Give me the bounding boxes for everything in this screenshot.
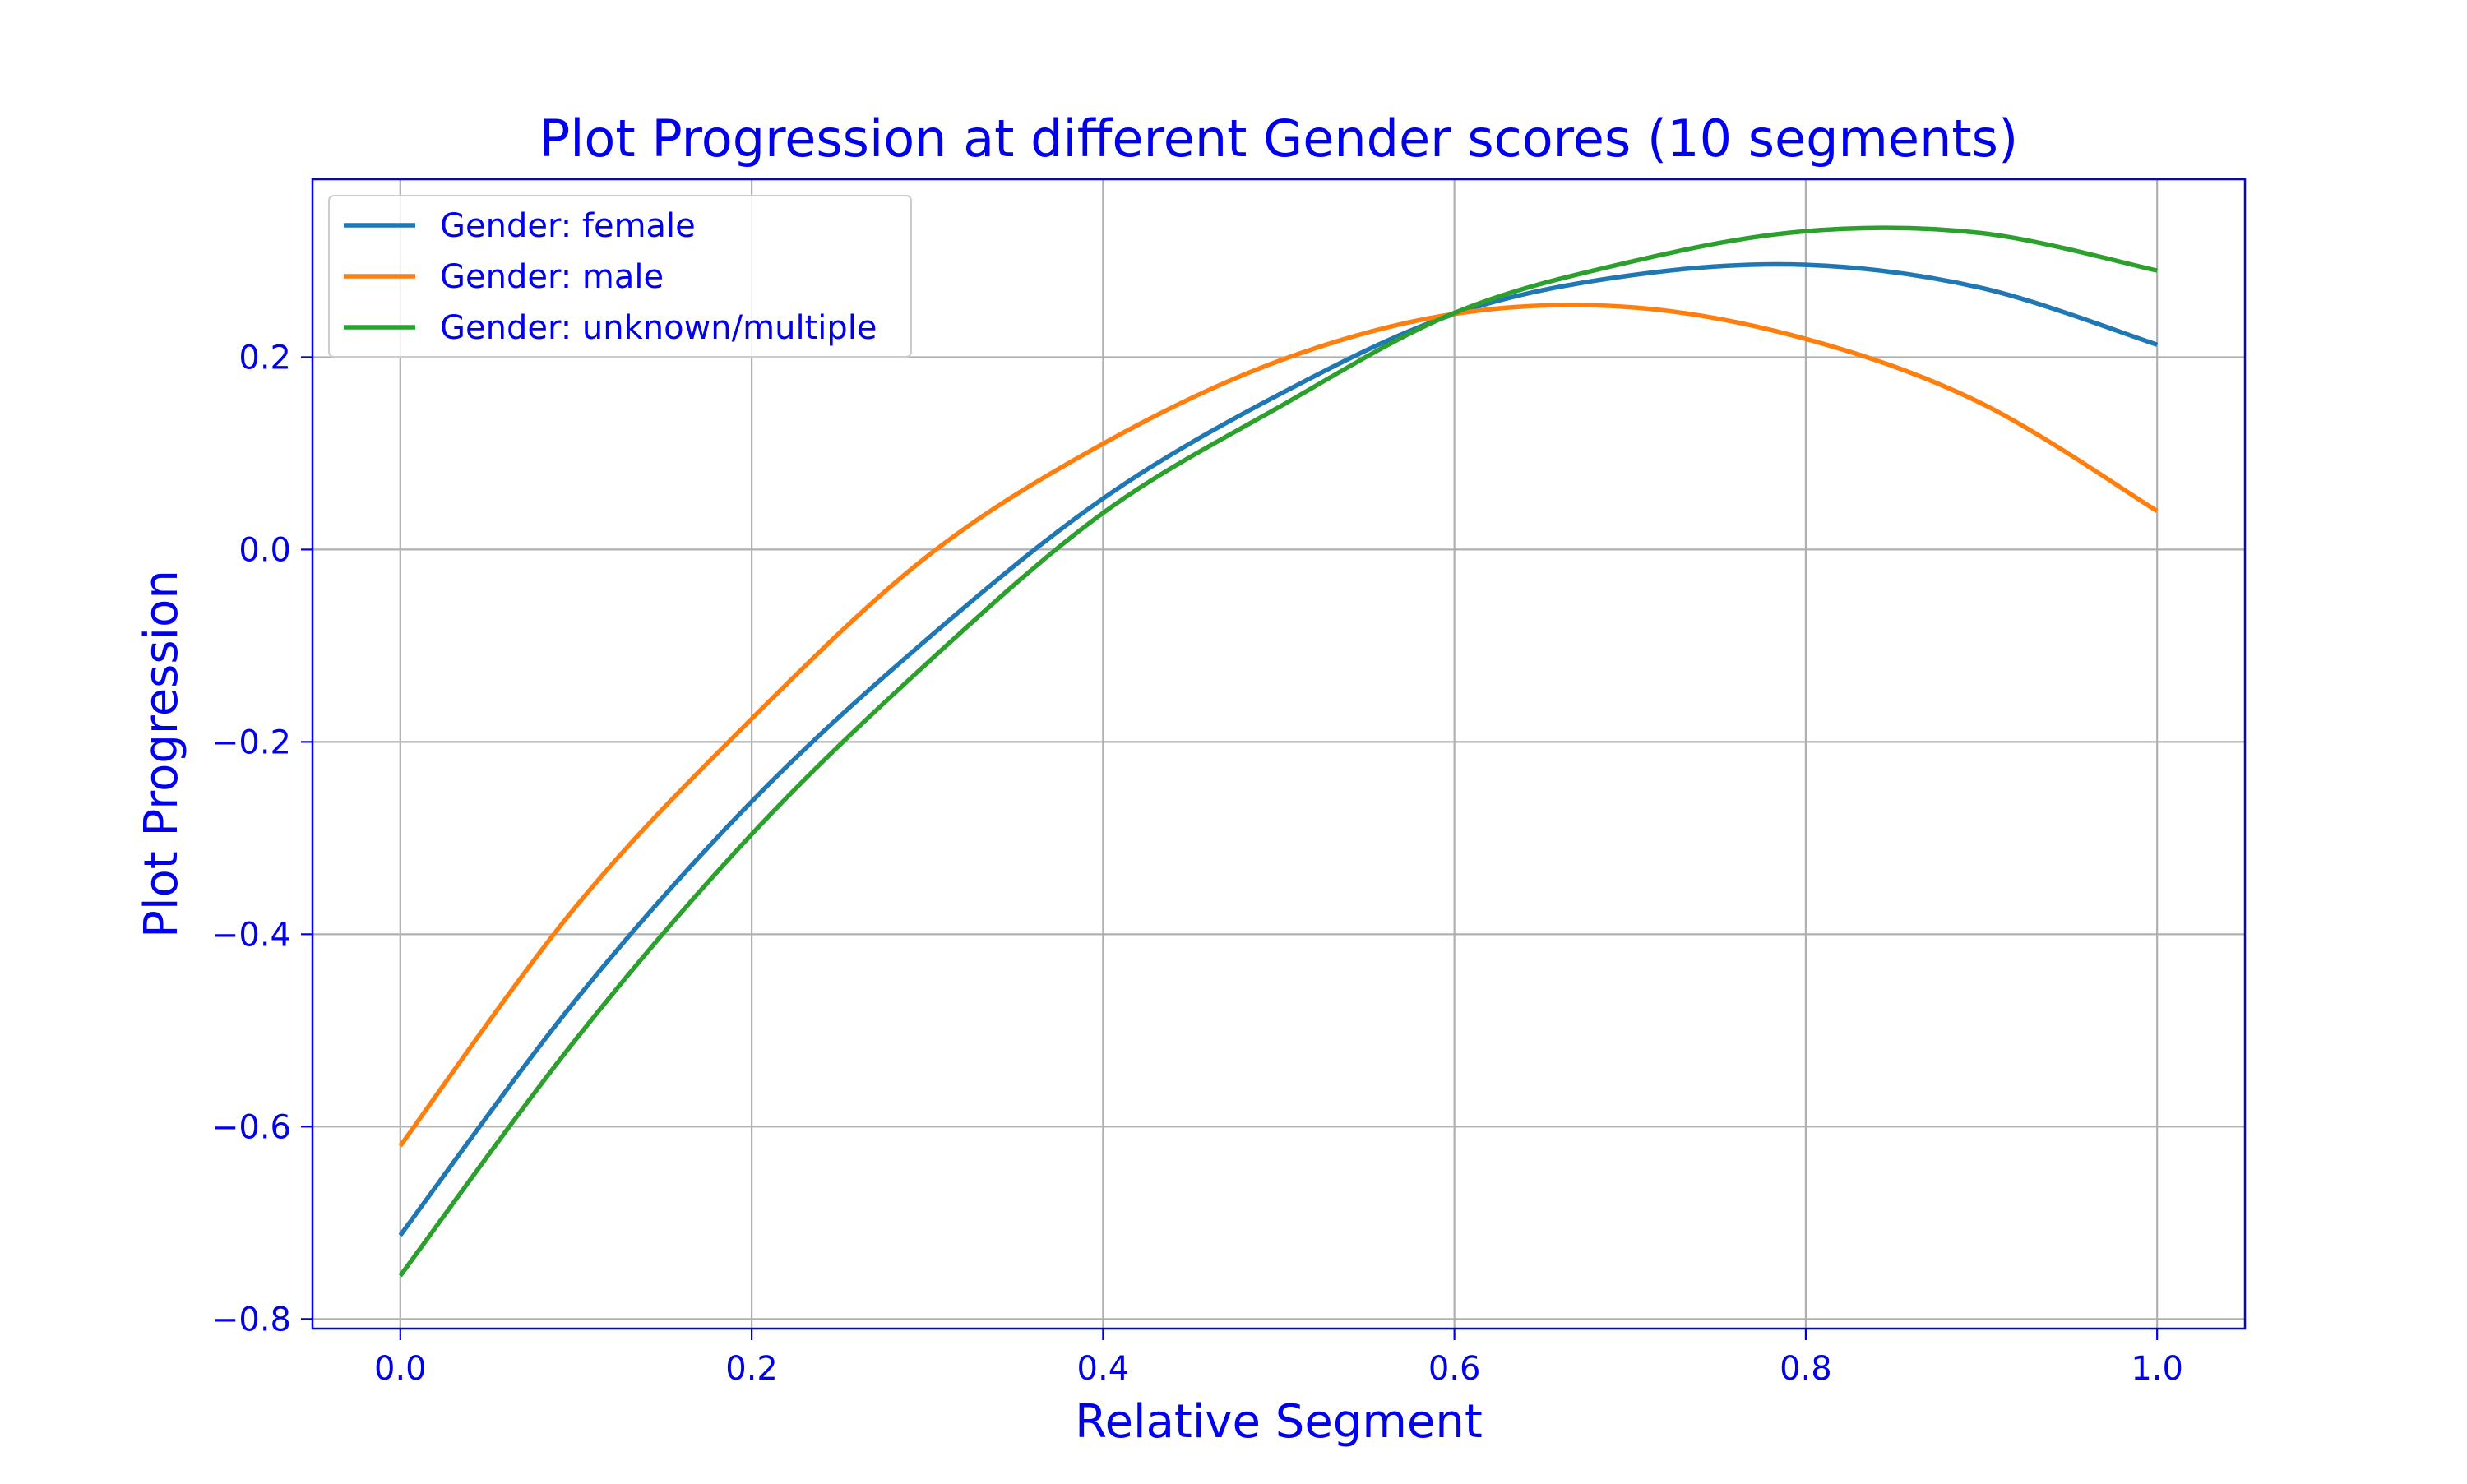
x-tick-label: 0.0 (374, 1350, 427, 1388)
plot-area-frame (311, 178, 2247, 1330)
legend-label-2: Gender: unknown/multiple (440, 309, 877, 347)
y-tick-label: −0.6 (211, 1108, 291, 1146)
x-tick-label: 0.2 (725, 1350, 778, 1388)
series-line-0 (398, 261, 2159, 1237)
legend: Gender: female Gender: male Gender: unknow… (328, 195, 912, 358)
series-lines (398, 225, 2159, 1278)
y-tick-label: −0.8 (211, 1301, 291, 1338)
grid-lines (312, 179, 2245, 1329)
y-tick-label: 0.0 (238, 531, 291, 569)
series-line-2 (398, 225, 2158, 1278)
x-tick-label: 0.6 (1428, 1350, 1481, 1388)
legend-label-1: Gender: male (440, 258, 664, 296)
x-tick-label: 1.0 (2131, 1350, 2183, 1388)
x-tick-label: 0.8 (1780, 1350, 1832, 1388)
y-tick-label: −0.4 (211, 916, 291, 954)
legend-entries: Gender: female Gender: male Gender: unknow… (344, 207, 877, 347)
y-axis-label: Plot Progression (135, 570, 188, 938)
axis-ticks: 0.0 0.2 0.4 0.6 0.8 1.0 −0.8 −0.6 −0.4 −0.2 0.0 0.2 (211, 339, 2183, 1388)
legend-box (328, 195, 912, 358)
x-axis-label: Relative Segment (1075, 1395, 1483, 1449)
y-tick-label: 0.2 (238, 339, 291, 377)
y-tick-label: −0.2 (211, 724, 291, 761)
legend-label-0: Gender: female (440, 207, 696, 245)
chart-title: Plot Progression at different Gender sco… (539, 109, 2018, 169)
series-line-1 (398, 303, 2159, 1148)
x-tick-label: 0.4 (1077, 1350, 1130, 1388)
